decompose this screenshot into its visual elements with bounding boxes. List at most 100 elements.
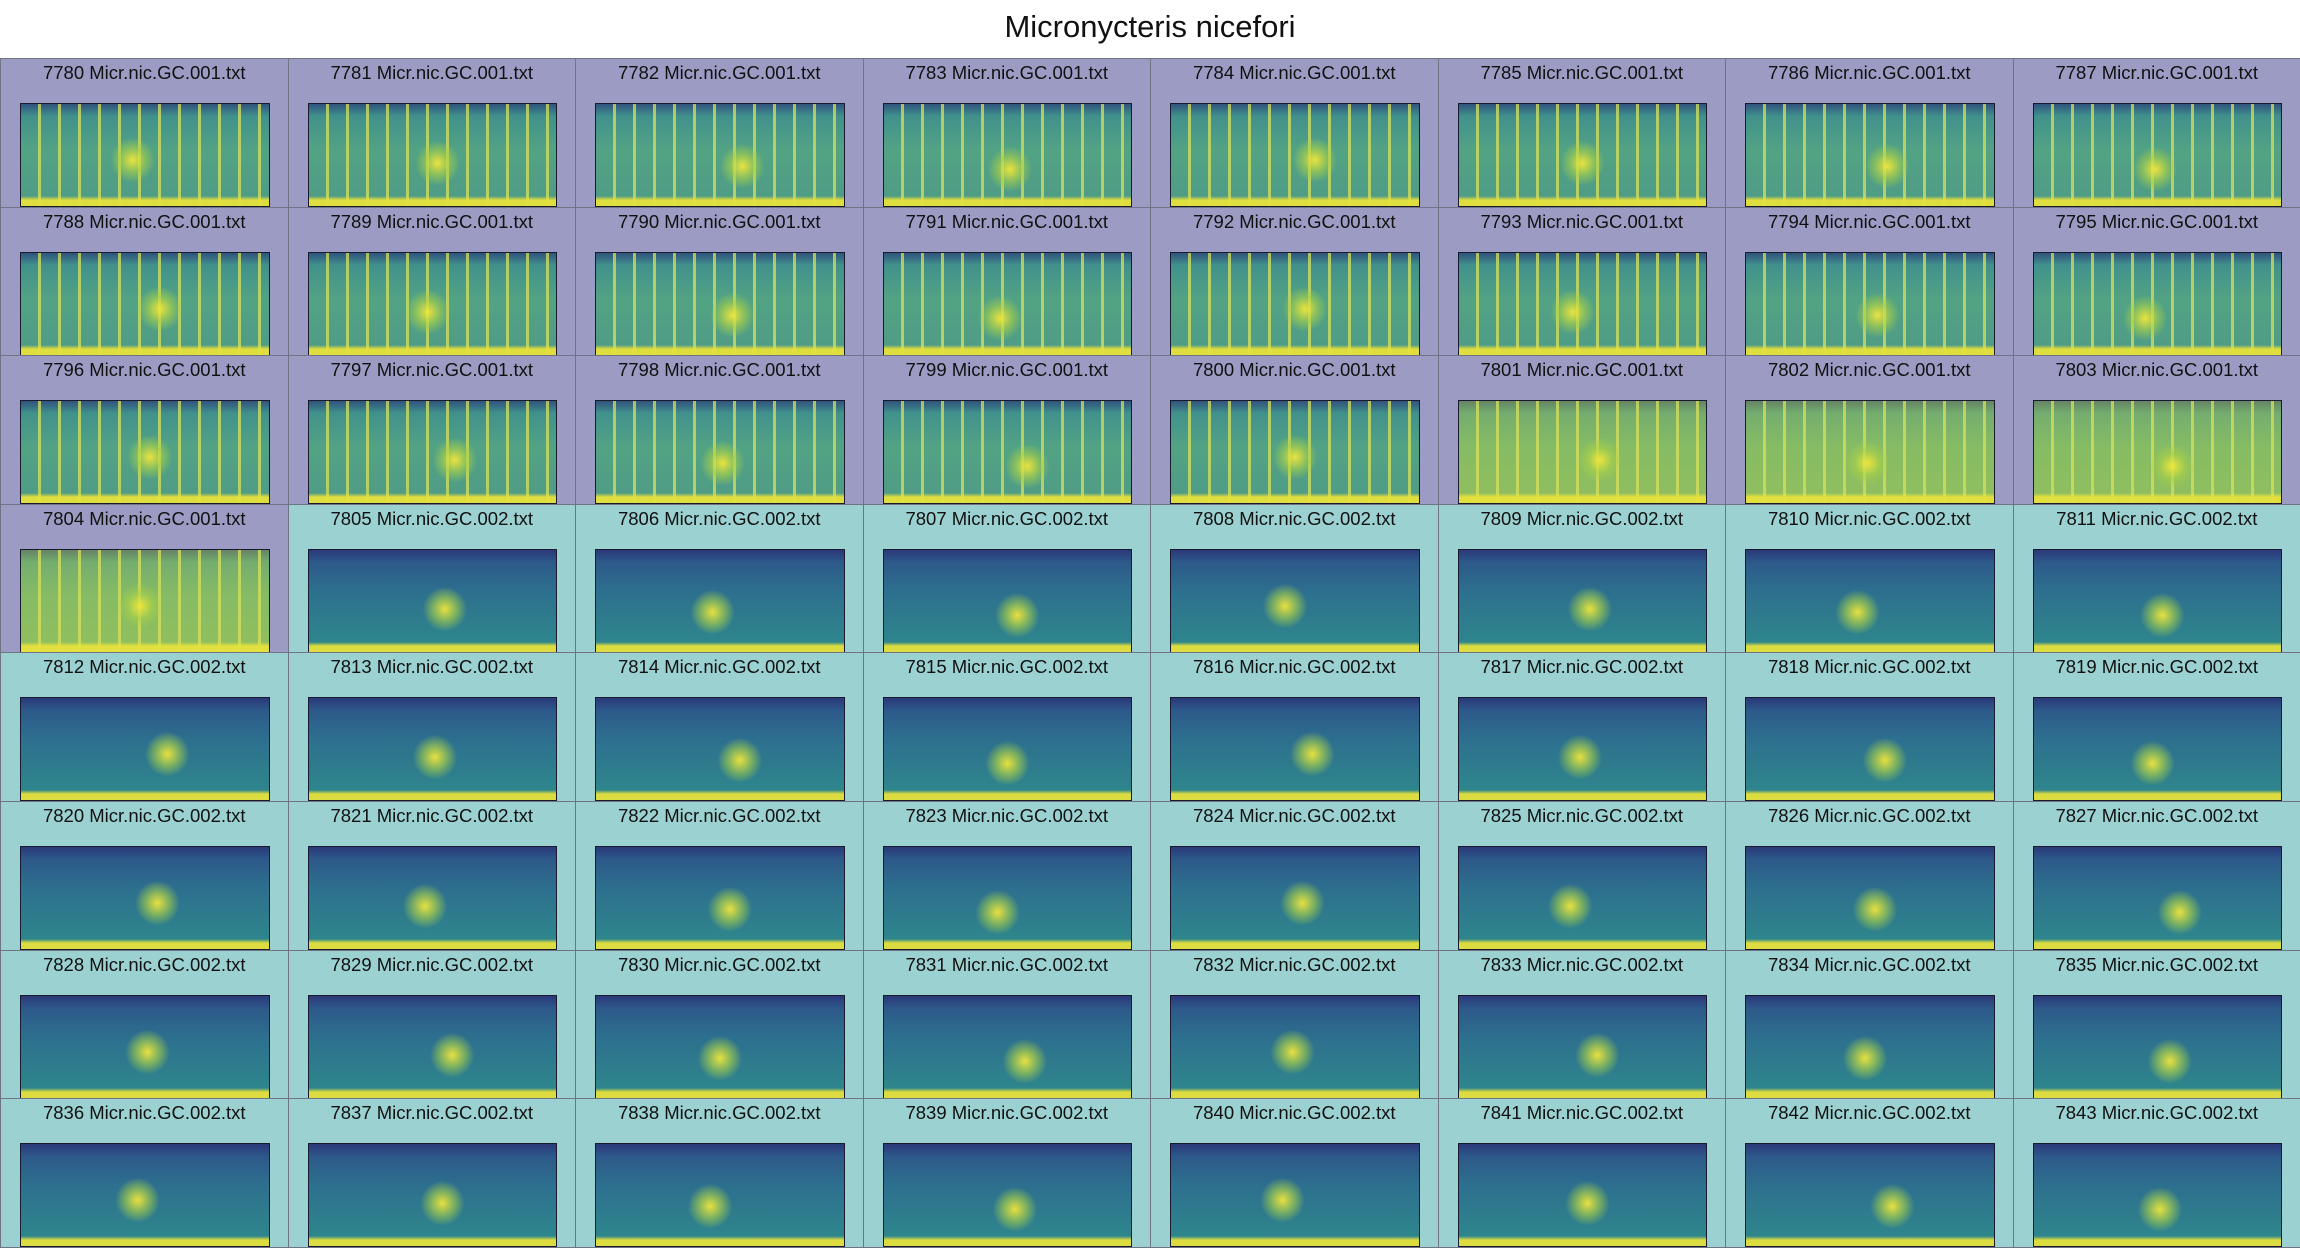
cell-label: 7801 Micr.nic.GC.001.txt — [1480, 359, 1684, 381]
spectrogram-cell: 7821 Micr.nic.GC.002.txt — [287, 801, 576, 951]
spectrogram-cell: 7811 Micr.nic.GC.002.txt — [2012, 503, 2300, 654]
spectrogram-image — [1745, 697, 1995, 801]
cell-label: 7831 Micr.nic.GC.002.txt — [905, 953, 1109, 975]
spectrogram-image — [20, 548, 270, 653]
spectrogram-image — [1170, 548, 1420, 653]
cell-label: 7796 Micr.nic.GC.001.txt — [42, 359, 246, 381]
cell-label: 7787 Micr.nic.GC.001.txt — [2055, 62, 2259, 83]
spectrogram-image — [2032, 846, 2282, 950]
spectrogram-cell: 7843 Micr.nic.GC.002.txt — [2012, 1098, 2300, 1248]
spectrogram-image — [20, 1143, 270, 1247]
spectrogram-cell: 7825 Micr.nic.GC.002.txt — [1437, 801, 1726, 951]
spectrogram-cell: 7791 Micr.nic.GC.001.txt — [862, 206, 1151, 357]
cell-label: 7840 Micr.nic.GC.002.txt — [1192, 1102, 1396, 1124]
spectrogram-cell: 7842 Micr.nic.GC.002.txt — [1725, 1098, 2014, 1248]
cell-label: 7819 Micr.nic.GC.002.txt — [2055, 656, 2259, 678]
cell-label: 7822 Micr.nic.GC.002.txt — [617, 805, 821, 826]
spectrogram-cell: 7789 Micr.nic.GC.001.txt — [287, 206, 576, 357]
spectrogram-cell: 7794 Micr.nic.GC.001.txt — [1725, 206, 2014, 357]
spectrogram-image — [307, 400, 557, 504]
spectrogram-image — [307, 697, 557, 801]
cell-label: 7802 Micr.nic.GC.001.txt — [1767, 359, 1971, 381]
spectrogram-cell: 7810 Micr.nic.GC.002.txt — [1725, 503, 2014, 654]
spectrogram-cell: 7784 Micr.nic.GC.001.txt — [1150, 58, 1439, 208]
spectrogram-image — [1457, 400, 1707, 504]
spectrogram-image — [1745, 1143, 1995, 1247]
spectrogram-image — [1457, 846, 1707, 950]
spectrogram-cell: 7837 Micr.nic.GC.002.txt — [287, 1098, 576, 1248]
cell-label: 7806 Micr.nic.GC.002.txt — [617, 507, 821, 529]
spectrogram-cell: 7832 Micr.nic.GC.002.txt — [1150, 949, 1439, 1100]
spectrogram-image — [595, 103, 845, 207]
spectrogram-cell: 7787 Micr.nic.GC.001.txt — [2012, 58, 2300, 208]
cell-label: 7791 Micr.nic.GC.001.txt — [905, 210, 1109, 232]
spectrogram-cell: 7836 Micr.nic.GC.002.txt — [0, 1098, 289, 1248]
cell-label: 7794 Micr.nic.GC.001.txt — [1767, 210, 1971, 232]
spectrogram-image — [20, 103, 270, 207]
spectrogram-cell: 7804 Micr.nic.GC.001.txt — [0, 503, 289, 654]
spectrogram-cell: 7786 Micr.nic.GC.001.txt — [1725, 58, 2014, 208]
spectrogram-cell: 7835 Micr.nic.GC.002.txt — [2012, 949, 2300, 1100]
cell-label: 7834 Micr.nic.GC.002.txt — [1767, 953, 1971, 975]
spectrogram-image — [1170, 103, 1420, 207]
cell-label: 7842 Micr.nic.GC.002.txt — [1767, 1102, 1971, 1124]
spectrogram-image — [882, 548, 1132, 653]
page-title: Micronycteris nicefori — [1004, 9, 1296, 44]
cell-label: 7821 Micr.nic.GC.002.txt — [330, 805, 534, 826]
spectrogram-cell: 7781 Micr.nic.GC.001.txt — [287, 58, 576, 208]
cell-label: 7788 Micr.nic.GC.001.txt — [42, 210, 246, 232]
cell-label: 7790 Micr.nic.GC.001.txt — [617, 210, 821, 232]
spectrogram-image — [307, 994, 557, 1099]
cell-label: 7843 Micr.nic.GC.002.txt — [2055, 1102, 2259, 1124]
cell-label: 7824 Micr.nic.GC.002.txt — [1192, 805, 1396, 826]
cell-label: 7829 Micr.nic.GC.002.txt — [330, 953, 534, 975]
spectrogram-cell: 7795 Micr.nic.GC.001.txt — [2012, 206, 2300, 357]
spectrogram-image — [595, 697, 845, 801]
spectrogram-cell: 7803 Micr.nic.GC.001.txt — [2012, 355, 2300, 505]
spectrogram-image — [307, 1143, 557, 1247]
spectrogram-image — [2032, 400, 2282, 504]
cell-label: 7828 Micr.nic.GC.002.txt — [42, 953, 246, 975]
spectrogram-image — [1745, 994, 1995, 1099]
spectrogram-image — [1170, 1143, 1420, 1247]
cell-label: 7839 Micr.nic.GC.002.txt — [905, 1102, 1109, 1124]
spectrogram-image — [595, 994, 845, 1099]
spectrogram-cell: 7814 Micr.nic.GC.002.txt — [575, 652, 864, 802]
spectrogram-cell: 7783 Micr.nic.GC.001.txt — [862, 58, 1151, 208]
spectrogram-cell: 7797 Micr.nic.GC.001.txt — [287, 355, 576, 505]
cell-label: 7793 Micr.nic.GC.001.txt — [1480, 210, 1684, 232]
cell-label: 7810 Micr.nic.GC.002.txt — [1767, 507, 1971, 529]
cell-label: 7805 Micr.nic.GC.002.txt — [330, 507, 534, 529]
spectrogram-image — [20, 994, 270, 1099]
spectrogram-image — [595, 1143, 845, 1247]
cell-label: 7812 Micr.nic.GC.002.txt — [42, 656, 246, 678]
spectrogram-cell: 7830 Micr.nic.GC.002.txt — [575, 949, 864, 1100]
spectrogram-image — [595, 251, 845, 356]
spectrogram-image — [1745, 103, 1995, 207]
spectrogram-cell: 7839 Micr.nic.GC.002.txt — [862, 1098, 1151, 1248]
spectrogram-cell: 7840 Micr.nic.GC.002.txt — [1150, 1098, 1439, 1248]
spectrogram-image — [1170, 251, 1420, 356]
spectrogram-image — [307, 103, 557, 207]
spectrogram-image — [2032, 994, 2282, 1099]
cell-label: 7798 Micr.nic.GC.001.txt — [617, 359, 821, 381]
spectrogram-cell: 7812 Micr.nic.GC.002.txt — [0, 652, 289, 802]
spectrogram-cell: 7806 Micr.nic.GC.002.txt — [575, 503, 864, 654]
spectrogram-image — [1170, 400, 1420, 504]
spectrogram-image — [1457, 251, 1707, 356]
spectrogram-cell: 7841 Micr.nic.GC.002.txt — [1437, 1098, 1726, 1248]
cell-label: 7815 Micr.nic.GC.002.txt — [905, 656, 1109, 678]
cell-label: 7811 Micr.nic.GC.002.txt — [2056, 507, 2258, 529]
spectrogram-cell: 7838 Micr.nic.GC.002.txt — [575, 1098, 864, 1248]
spectrogram-cell: 7802 Micr.nic.GC.001.txt — [1725, 355, 2014, 505]
spectrogram-image — [1457, 548, 1707, 653]
spectrogram-cell: 7792 Micr.nic.GC.001.txt — [1150, 206, 1439, 357]
spectrogram-cell: 7807 Micr.nic.GC.002.txt — [862, 503, 1151, 654]
spectrogram-cell: 7824 Micr.nic.GC.002.txt — [1150, 801, 1439, 951]
cell-label: 7799 Micr.nic.GC.001.txt — [905, 359, 1109, 381]
cell-label: 7807 Micr.nic.GC.002.txt — [905, 507, 1109, 529]
spectrogram-image — [2032, 251, 2282, 356]
spectrogram-cell: 7796 Micr.nic.GC.001.txt — [0, 355, 289, 505]
cell-label: 7836 Micr.nic.GC.002.txt — [42, 1102, 246, 1124]
spectrogram-cell: 7829 Micr.nic.GC.002.txt — [287, 949, 576, 1100]
